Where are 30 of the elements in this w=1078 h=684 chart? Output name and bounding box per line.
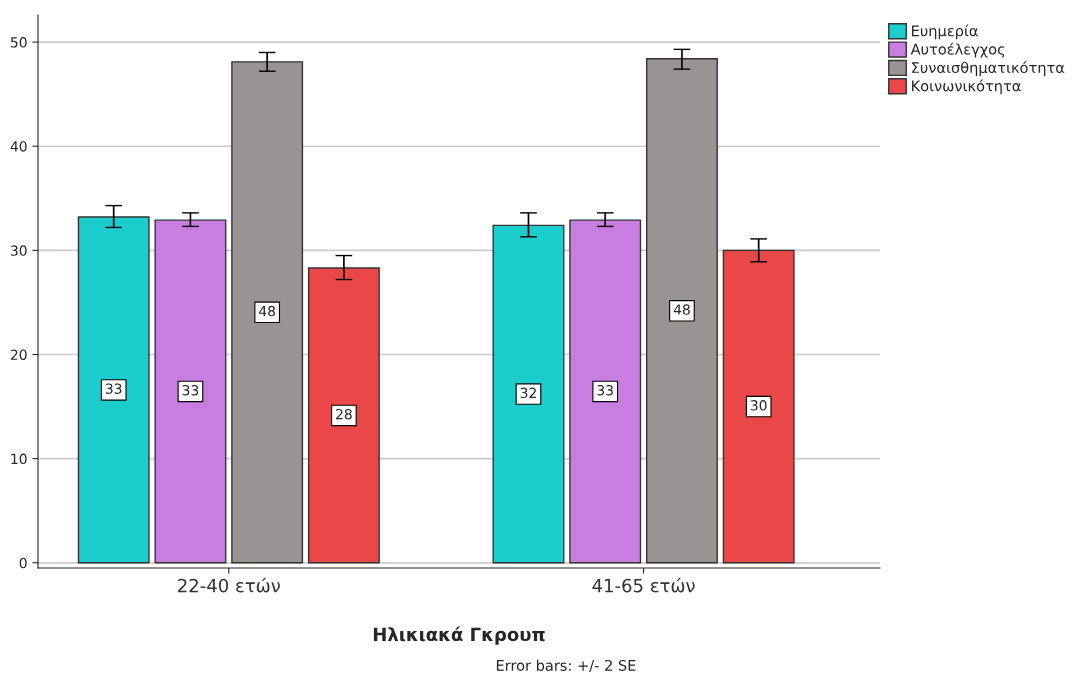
legend-label: Ευημερία: [912, 24, 978, 40]
data-label: 33: [105, 383, 122, 394]
bar: [307, 267, 380, 564]
bar: [492, 224, 565, 564]
data-label: 48: [259, 305, 276, 317]
y-tick-label: 30: [10, 245, 27, 256]
x-tick-label: 22-40 ετών: [178, 577, 280, 593]
data-label: 30: [750, 400, 767, 411]
bar: [722, 249, 795, 564]
y-tick-label: 0: [19, 557, 27, 569]
data-label: 32: [520, 387, 536, 399]
data-label: 33: [597, 385, 613, 396]
data-label: 48: [673, 304, 690, 315]
data-label: 28: [336, 408, 352, 420]
bar: [569, 219, 642, 564]
x-tick-label: 41-65 ετών: [592, 577, 695, 593]
y-tick-label: 20: [10, 349, 27, 360]
data-label: 33: [182, 385, 199, 396]
legend-label: Συναισθηματικότητα: [912, 61, 1065, 76]
legend-label: Κοινωνικότητα: [912, 79, 1021, 95]
y-tick-label: 40: [10, 141, 27, 152]
bar: [231, 61, 304, 564]
bar: [645, 58, 718, 564]
legend-label: Αυτοέλεγχος: [910, 42, 1005, 58]
x-axis-title: Ηλικιακά Γκρουπ: [373, 626, 545, 645]
text: Error bars: +/- 2 SE: [496, 659, 636, 673]
bar: [77, 216, 150, 564]
y-tick-label: 10: [11, 453, 27, 465]
bar: [154, 219, 227, 564]
y-tick-label: 50: [10, 37, 27, 48]
